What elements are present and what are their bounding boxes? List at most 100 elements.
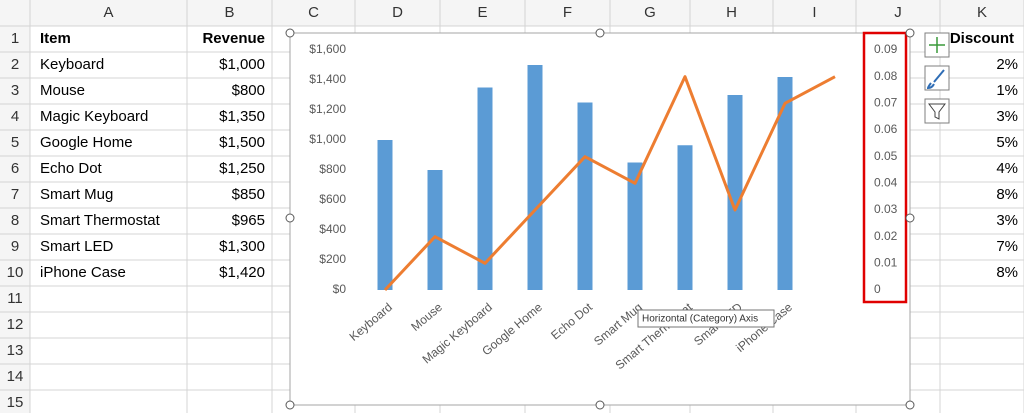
bar [527, 65, 543, 290]
row-header: 12 [7, 316, 24, 333]
brush-icon [926, 69, 945, 90]
row-header: 13 [7, 342, 24, 359]
item-cell: Mouse [40, 82, 85, 99]
tooltip-box [637, 309, 775, 328]
bar [477, 87, 493, 290]
discount-cell: 8% [996, 264, 1018, 281]
column-header: E [477, 4, 487, 21]
row-header: 7 [11, 186, 19, 203]
bar [377, 140, 393, 290]
chart-area [289, 32, 911, 406]
resize-handle[interactable] [285, 28, 295, 38]
revenue-cell: $1,420 [219, 264, 265, 281]
bar [777, 77, 793, 290]
item-cell: Smart LED [40, 238, 114, 255]
y-tick-label: $600 [319, 192, 346, 206]
y-tick-label: $1,200 [309, 102, 346, 116]
resize-handle[interactable] [285, 400, 295, 410]
row-header-bar [0, 0, 30, 413]
revenue-cell: $965 [232, 212, 265, 229]
column-header: F [563, 4, 572, 21]
resize-handle[interactable] [905, 28, 915, 38]
revenue-cell: $1,250 [219, 160, 265, 177]
column-header: B [224, 4, 234, 21]
revenue-cell: $1,350 [219, 108, 265, 125]
y2-tick-label: 0.08 [874, 69, 898, 83]
discount-cell: 1% [996, 82, 1018, 99]
y2-tick-label: 0.01 [874, 256, 898, 270]
y-tick-label: $1,600 [309, 42, 346, 56]
discount-cell: 4% [996, 160, 1018, 177]
y2-tick-label: 0.04 [874, 176, 898, 190]
column-header-bar [0, 0, 1024, 26]
y2-tick-label: 0.07 [874, 96, 898, 110]
column-header: A [103, 4, 113, 21]
row-header: 10 [7, 264, 24, 281]
y-tick-label: $200 [319, 252, 346, 266]
row-header: 4 [11, 108, 19, 125]
bar [727, 95, 743, 290]
y2-tick-label: 0.09 [874, 42, 898, 56]
column-header: I [812, 4, 816, 21]
row-header: 15 [7, 394, 24, 411]
column-header: K [977, 4, 987, 21]
item-cell: Echo Dot [40, 160, 103, 177]
y2-tick-label: 0.05 [874, 149, 898, 163]
row-header: 3 [11, 82, 19, 99]
row-header: 8 [11, 212, 19, 229]
column-header: H [726, 4, 737, 21]
resize-handle[interactable] [595, 28, 605, 38]
y2-tick-label: 0.03 [874, 202, 898, 216]
y-tick-label: $0 [333, 282, 347, 296]
y2-tick-label: 0 [874, 282, 881, 296]
column-header: C [308, 4, 319, 21]
y-tick-label: $1,400 [309, 72, 346, 86]
discount-cell: 7% [996, 238, 1018, 255]
row-header: 6 [11, 160, 19, 177]
item-cell: Keyboard [40, 56, 104, 73]
revenue-cell: $800 [232, 82, 265, 99]
item-cell: Smart Thermostat [40, 212, 161, 229]
tooltip: Horizontal (Category) Axis [642, 314, 758, 325]
row-header: 14 [7, 368, 24, 385]
plus-icon [929, 37, 945, 53]
revenue-cell: $850 [232, 186, 265, 203]
resize-handle[interactable] [595, 400, 605, 410]
header-cell: Item [40, 30, 71, 47]
filter-icon [928, 103, 946, 120]
y2-tick-label: 0.06 [874, 122, 898, 136]
discount-cell: 3% [996, 108, 1018, 125]
revenue-cell: $1,500 [219, 134, 265, 151]
row-header: 1 [11, 30, 19, 47]
discount-cell: 5% [996, 134, 1018, 151]
column-header: D [392, 4, 403, 21]
item-cell: iPhone Case [40, 264, 126, 281]
line [383, 75, 836, 292]
revenue-cell: $1,000 [219, 56, 265, 73]
item-cell: Google Home [40, 134, 133, 151]
bar [627, 162, 643, 290]
item-cell: Smart Mug [40, 186, 113, 203]
resize-handle[interactable] [905, 213, 915, 223]
y-tick-label: $800 [319, 162, 346, 176]
resize-handle[interactable] [905, 400, 915, 410]
row-header: 2 [11, 56, 19, 73]
header-cell: Discount [950, 30, 1014, 47]
bar [427, 170, 443, 290]
y-tick-label: $400 [319, 222, 346, 236]
header-cell: Revenue [202, 30, 265, 47]
row-header: 11 [7, 290, 23, 307]
row-header: 5 [11, 134, 19, 151]
resize-handle[interactable] [285, 213, 295, 223]
item-cell: Magic Keyboard [40, 108, 148, 125]
bar [577, 102, 593, 290]
bar [677, 145, 693, 290]
chart-filters-button[interactable] [924, 98, 950, 124]
axis-highlight [862, 31, 908, 304]
column-header: G [644, 4, 656, 21]
discount-cell: 2% [996, 56, 1018, 73]
discount-cell: 8% [996, 186, 1018, 203]
discount-cell: 3% [996, 212, 1018, 229]
